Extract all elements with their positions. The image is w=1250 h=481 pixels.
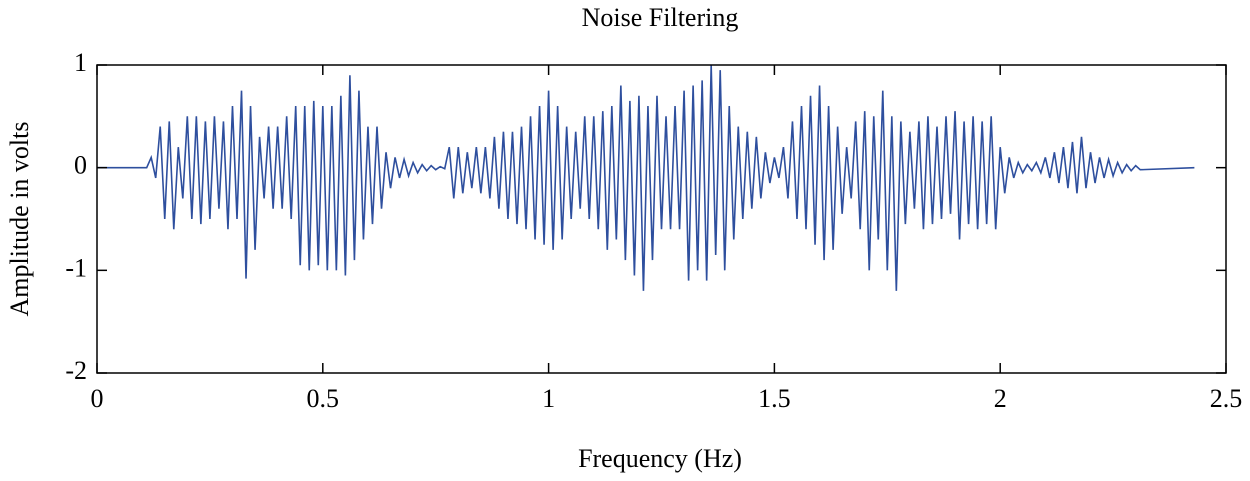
x-tick-label: 1 — [542, 384, 555, 413]
x-axis-label: Frequency (Hz) — [578, 444, 742, 473]
y-axis-label: Amplitude in volts — [5, 122, 34, 317]
plot-frame — [96, 64, 1227, 374]
chart-title: Noise Filtering — [582, 3, 739, 32]
x-tick-label: 1.5 — [758, 384, 791, 413]
y-tick-label: 1 — [74, 48, 87, 77]
x-tick-label: 2.5 — [1210, 384, 1243, 413]
y-tick-label: -2 — [65, 356, 87, 385]
x-tick-label: 0 — [91, 384, 104, 413]
x-tick-label: 0.5 — [307, 384, 340, 413]
signal-line — [97, 64, 1195, 291]
x-tick-label: 2 — [994, 384, 1007, 413]
y-tick-label: -1 — [65, 253, 87, 282]
y-tick-label: 0 — [74, 151, 87, 180]
